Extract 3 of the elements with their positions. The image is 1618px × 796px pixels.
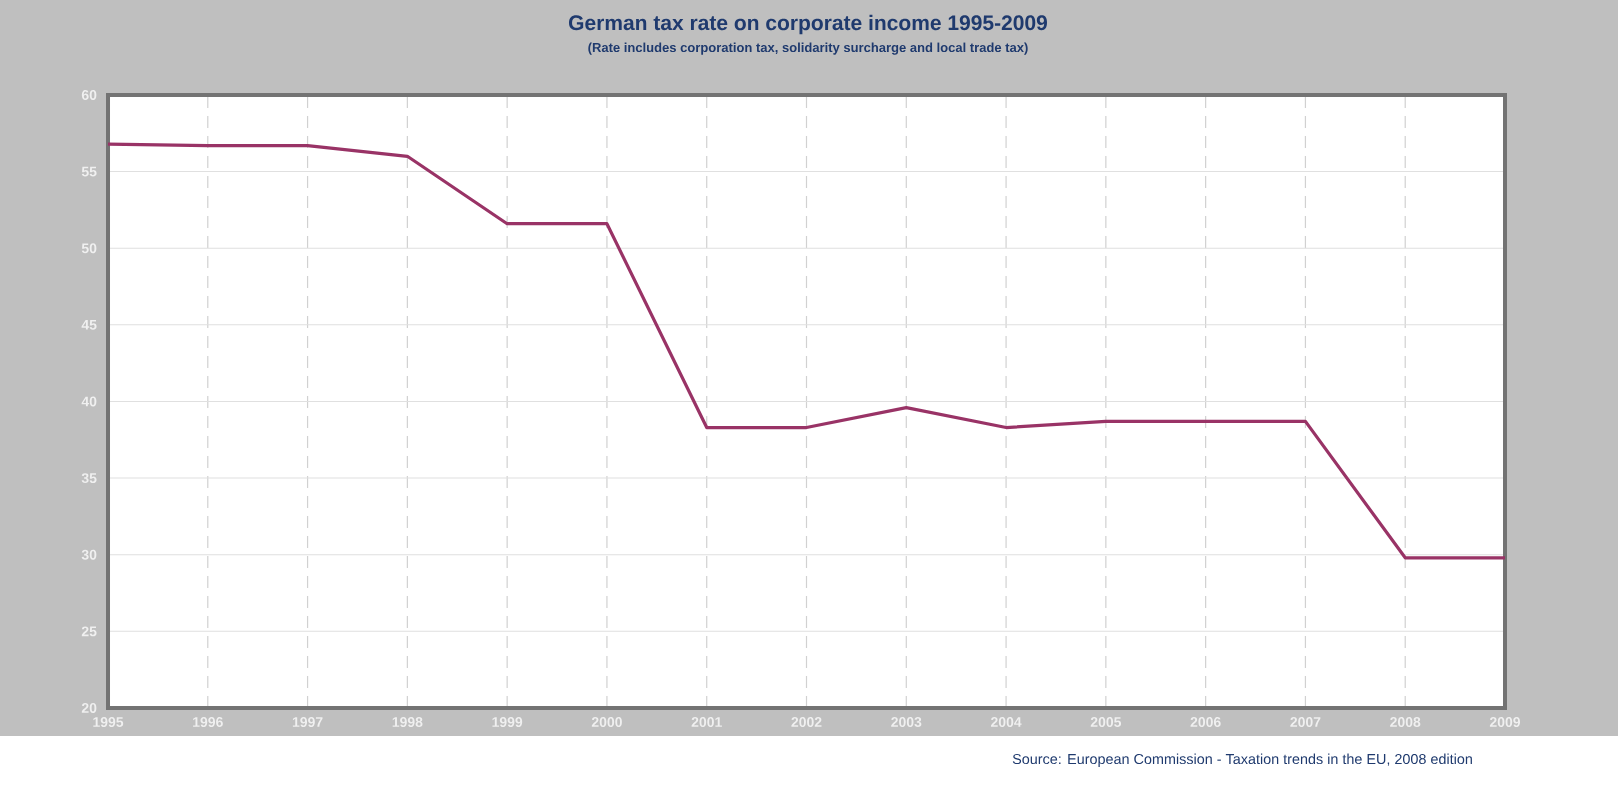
chart-subtitle: (Rate includes corporation tax, solidarity surcharge and local trade tax) bbox=[588, 42, 1028, 55]
source-note: Source: European Commission - Taxation trends in the EU, 2008 edition bbox=[1012, 753, 1472, 767]
chart-title: German tax rate on corporate income 1995-2009 bbox=[569, 14, 1047, 35]
